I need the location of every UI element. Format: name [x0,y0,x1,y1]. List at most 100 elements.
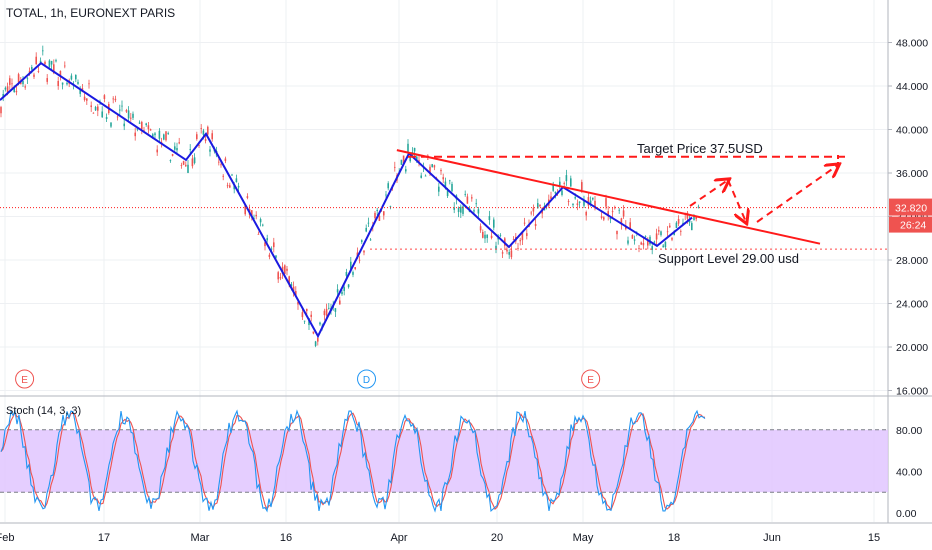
candle [567,199,570,206]
candle [94,105,97,112]
x-tick-label: 17 [98,532,110,544]
candle [246,193,249,200]
candle [88,79,90,89]
candle-body [361,240,363,242]
candle-body [134,132,136,137]
candle [517,242,519,251]
stoch-title: Stoch (14, 3, 3) [6,405,82,417]
candle [585,210,587,221]
candle-body [275,255,277,258]
candle-body [603,217,605,220]
candle [570,175,572,187]
candle [629,218,631,230]
x-tick-label: 16 [280,532,292,544]
candle-body [17,74,20,83]
candle-body [37,71,40,72]
candle-body [539,204,541,207]
candle [11,78,13,89]
candle-body [66,82,68,85]
candle-body [42,50,44,52]
candle-body [218,161,220,163]
candle-body [442,177,444,180]
candle-body [554,191,557,194]
event-marker-circle [15,369,35,389]
candle [79,86,81,97]
candle-body [336,289,339,293]
candle [110,122,112,128]
candle-body [433,165,436,168]
candle-body [532,207,535,212]
candle-body [440,170,442,172]
candle-body [163,134,165,140]
candle [475,198,477,208]
candle-body [75,74,77,80]
candle [222,174,224,181]
candle-body [257,233,260,235]
candle [442,173,444,184]
candle [347,284,350,289]
projection-arrow [689,180,728,207]
candle-body [169,160,172,162]
candle-body [347,284,350,288]
candle [592,197,594,201]
candle [583,195,585,208]
candle-body [387,183,389,189]
candle-body [464,194,466,195]
candle [383,211,385,220]
candle-body [587,197,590,206]
resistance-trendline [396,149,821,245]
candle [394,161,396,172]
candle-body [193,157,196,164]
candle-body [119,109,121,111]
candle [655,228,658,245]
candle [70,73,73,81]
candle-body [664,241,667,248]
candle [257,231,260,235]
candle-body [178,142,180,144]
candle [83,92,86,102]
candle-body [237,185,240,188]
candle-body [130,117,132,119]
candle-body [490,235,493,238]
candle-body [152,134,154,138]
candle [466,193,469,204]
candle [284,264,286,275]
candle-body [149,129,152,131]
candle-body [402,155,405,164]
candle-body [666,231,669,233]
candle-body [354,267,356,269]
candle-body [77,82,79,84]
candle-body [559,181,561,186]
candle-body [79,89,81,94]
candle-body [611,211,614,213]
candle-body [493,219,495,228]
candle-body [288,276,290,284]
candle-body [189,149,191,150]
candle [200,124,202,134]
candle-body [112,98,114,100]
candle-body [50,60,53,65]
candle-body [317,337,319,342]
candle-body [229,185,231,188]
candle-body [658,230,660,232]
candle-body [160,141,163,143]
candle-body [517,248,519,249]
candle [627,236,629,246]
candle [512,236,515,241]
candle-body [592,197,594,200]
candle-body [552,183,554,191]
candle [328,303,330,310]
candle [90,101,92,112]
candle [323,308,326,321]
candle-body [473,210,475,212]
candle [697,204,700,209]
candle [640,241,642,246]
candle-body [314,341,317,346]
candle-body [233,185,235,190]
candle [268,252,271,260]
candle-body [114,98,117,101]
candle-body [616,230,618,235]
candle-body [251,210,253,217]
candle-body [328,307,330,309]
candle [471,194,473,202]
